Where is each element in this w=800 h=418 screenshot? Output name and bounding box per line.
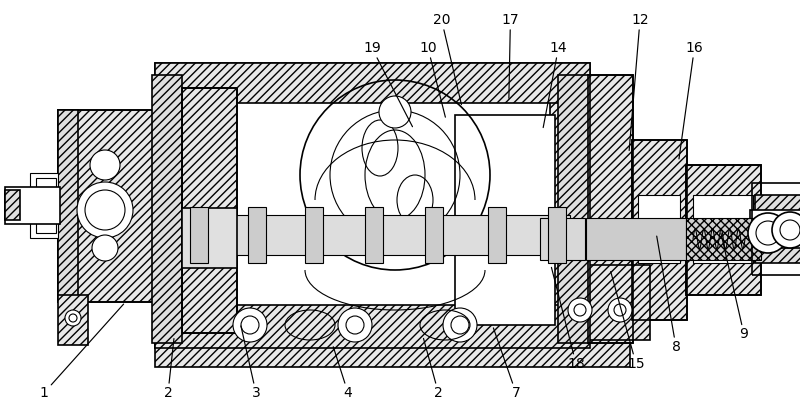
Bar [588, 75, 633, 343]
Text: 15: 15 [610, 272, 645, 371]
Bar [58, 110, 155, 302]
Circle shape [451, 316, 469, 334]
Text: 14: 14 [543, 41, 567, 127]
Text: 1: 1 [39, 304, 124, 400]
Text: 2: 2 [423, 339, 442, 400]
Circle shape [77, 182, 133, 238]
Bar [155, 305, 590, 348]
Bar [686, 165, 761, 295]
Circle shape [772, 212, 800, 248]
Bar [558, 75, 590, 343]
Bar [548, 207, 566, 263]
Bar [693, 195, 753, 263]
Text: 8: 8 [657, 236, 681, 354]
Bar [185, 215, 570, 255]
Bar [638, 195, 680, 263]
Circle shape [379, 96, 411, 128]
Bar [305, 207, 323, 263]
Bar [752, 183, 800, 275]
Circle shape [568, 298, 592, 322]
Bar [686, 165, 761, 295]
Circle shape [756, 221, 780, 245]
Bar [182, 208, 237, 268]
Text: 20: 20 [433, 13, 462, 104]
Text: 12: 12 [629, 13, 649, 150]
Text: 17: 17 [502, 13, 519, 98]
Bar [182, 88, 237, 333]
Bar [190, 207, 208, 263]
Bar [365, 207, 383, 263]
Circle shape [614, 304, 626, 316]
Bar [5, 190, 20, 220]
Bar [182, 88, 237, 333]
Circle shape [780, 220, 800, 240]
Text: 18: 18 [551, 268, 585, 371]
Text: 2: 2 [164, 339, 174, 400]
Bar [632, 140, 687, 320]
Bar [155, 63, 590, 103]
Bar [152, 75, 182, 343]
Bar [30, 173, 58, 238]
Circle shape [748, 213, 788, 253]
Circle shape [233, 308, 267, 342]
Circle shape [338, 308, 372, 342]
Circle shape [346, 316, 364, 334]
Circle shape [65, 310, 81, 326]
Circle shape [92, 235, 118, 261]
Text: 7: 7 [494, 328, 520, 400]
Bar [750, 210, 800, 248]
Circle shape [90, 150, 120, 180]
Bar [755, 195, 800, 263]
Bar [586, 218, 686, 260]
Bar [588, 75, 633, 343]
Bar [632, 140, 687, 320]
Bar [560, 265, 650, 340]
Circle shape [241, 316, 259, 334]
Circle shape [69, 314, 77, 322]
Bar [58, 110, 78, 302]
Bar [155, 335, 630, 367]
Bar [58, 110, 155, 302]
Bar [425, 207, 443, 263]
Bar [36, 178, 56, 233]
Circle shape [574, 304, 586, 316]
Text: 10: 10 [419, 41, 446, 117]
Bar [540, 218, 585, 260]
Bar [686, 218, 761, 260]
Text: 9: 9 [721, 233, 749, 342]
Bar [248, 207, 266, 263]
Bar [195, 100, 550, 310]
Bar [488, 207, 506, 263]
Bar [5, 187, 60, 224]
Text: 4: 4 [334, 347, 352, 400]
Circle shape [608, 298, 632, 322]
Circle shape [443, 308, 477, 342]
Text: 3: 3 [241, 326, 260, 400]
Bar [455, 115, 555, 325]
Bar [155, 63, 590, 348]
Circle shape [85, 190, 125, 230]
Bar [58, 295, 88, 345]
Text: 19: 19 [363, 41, 413, 127]
Text: 16: 16 [679, 41, 703, 159]
